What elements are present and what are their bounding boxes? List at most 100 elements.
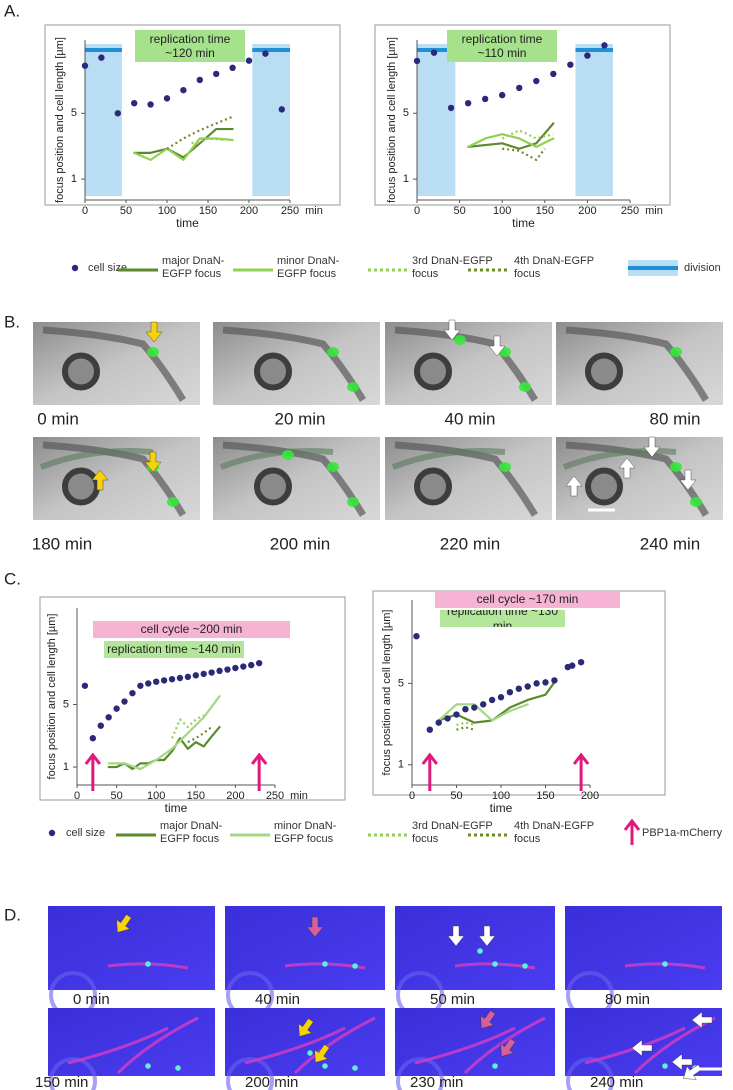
annotation-box: replication time ~120 min xyxy=(135,30,245,62)
x-axis-label: time xyxy=(512,216,535,230)
legend-swatch xyxy=(71,264,79,272)
fluorescent-focus xyxy=(477,948,483,954)
legend-label: 4th DnaN-EGFP focus xyxy=(514,820,594,845)
pointer-arrow-shape xyxy=(145,321,163,343)
x-tick-label: 250 xyxy=(621,205,639,217)
pointer-arrow-shape xyxy=(671,1053,693,1071)
focus-line xyxy=(437,681,556,724)
cell-size-dot xyxy=(113,705,120,712)
legend-label-box: minor DnaN-EGFP focus xyxy=(274,820,337,845)
legend-label-box: major DnaN-EGFP focus xyxy=(162,255,224,280)
micrograph-cell xyxy=(67,1016,199,1075)
pointer-arrow xyxy=(478,925,496,947)
micrograph-cell xyxy=(391,448,506,470)
cell-size-dot xyxy=(413,57,421,65)
pointer-arrow xyxy=(144,451,162,473)
micrograph xyxy=(48,1008,215,1076)
cell-size-dot xyxy=(98,54,105,61)
fluorescent-focus xyxy=(352,1065,358,1071)
x-tick-label: 100 xyxy=(147,790,165,802)
cell-size-dot xyxy=(255,659,263,667)
x-tick-label: 150 xyxy=(187,790,205,802)
annotation: cell cycle ~200 min xyxy=(93,621,290,638)
cell-size-dot xyxy=(524,683,531,690)
fluorescent-focus xyxy=(522,963,528,969)
pointer-arrow xyxy=(314,1044,330,1063)
micrograph-cell xyxy=(244,1016,376,1075)
x-tick-label: 50 xyxy=(450,790,462,802)
y-tick-label: 1 xyxy=(63,761,69,773)
cell-size-dot xyxy=(168,675,176,683)
legend-label-box: 4th DnaN-EGFP focus xyxy=(514,255,594,280)
x-tick-label: 250 xyxy=(281,205,299,217)
legend-label: PBP1a-mCherry xyxy=(642,826,723,839)
micrograph-bead xyxy=(254,352,292,391)
pointer-arrow-shape xyxy=(144,451,162,473)
y-tick-label: 1 xyxy=(71,173,77,185)
micrograph-cell xyxy=(222,326,366,402)
legend-swatch xyxy=(48,829,56,837)
y-tick-label: 1 xyxy=(403,173,409,185)
cell-size-dot xyxy=(160,677,168,684)
fluorescent-focus xyxy=(352,963,358,969)
x-tick-label: 200 xyxy=(226,790,244,802)
pbp1a-arrow xyxy=(84,752,102,791)
legend-label: minor DnaN-EGFP focus xyxy=(274,820,337,845)
fluorescent-focus xyxy=(147,347,159,357)
cell-size-dot xyxy=(176,674,184,682)
pointer-arrow xyxy=(488,335,506,357)
legend-label: cell size xyxy=(66,826,106,839)
x-tick-label: 150 xyxy=(536,205,554,217)
y-tick-label: 5 xyxy=(63,698,69,710)
micrograph-cell xyxy=(562,448,677,470)
fluorescent-focus xyxy=(175,1065,181,1071)
annotation-box: cell cycle ~200 min xyxy=(93,621,290,638)
pointer-arrow-shape xyxy=(443,319,461,341)
cell-size-dot xyxy=(180,86,187,94)
cell-size-dot xyxy=(89,735,97,742)
micrograph xyxy=(225,1008,385,1076)
frame-time: 20 min xyxy=(274,409,325,428)
cell-size-dot xyxy=(551,677,558,684)
cell-size-dot xyxy=(105,714,112,721)
x-tick-label: 0 xyxy=(409,790,415,802)
fluorescent-focus xyxy=(347,382,359,392)
cell-size-dot xyxy=(97,722,104,729)
cell-size-dot xyxy=(131,99,138,107)
pointer-arrow-shape xyxy=(488,335,506,357)
frame-time: 240 min xyxy=(590,1074,643,1090)
pointer-arrow xyxy=(306,916,324,938)
cell-size-dot xyxy=(444,715,451,722)
pointer-arrow-shape xyxy=(306,916,324,938)
frame-time: 40 min xyxy=(255,991,300,1008)
frame-time: 180 min xyxy=(32,534,92,553)
x-axis-label: time xyxy=(490,801,513,815)
frame-time: 0 min xyxy=(37,409,79,428)
pointer-arrow xyxy=(116,914,132,933)
micrograph-cell xyxy=(42,441,186,517)
pointer-arrow-shape xyxy=(314,1044,330,1063)
legend-label-box: cell size xyxy=(88,261,128,274)
pointer-arrow xyxy=(91,469,109,491)
pointer-arrow xyxy=(679,469,697,491)
cell-size-dot xyxy=(584,52,591,59)
pointer-arrow xyxy=(565,475,583,497)
frame-time: 200 min xyxy=(270,534,330,553)
micrograph-bead xyxy=(226,1057,274,1090)
micrograph-bead xyxy=(585,467,623,506)
pointer-arrow xyxy=(683,1064,702,1080)
x-tick-label: 200 xyxy=(581,790,599,802)
pointer-arrow xyxy=(443,319,461,341)
pointer-arrow xyxy=(480,1010,496,1029)
micrograph-cell xyxy=(565,441,709,517)
legend-label: cell size xyxy=(88,261,128,274)
micrograph xyxy=(48,906,215,990)
x-tick-label: 50 xyxy=(120,205,132,217)
cell-size-dot xyxy=(81,62,89,69)
cell-size-dot xyxy=(447,104,455,112)
x-tick-label: 100 xyxy=(492,790,510,802)
pointer-arrow xyxy=(447,925,465,947)
legend-label: minor DnaN-EGFP focus xyxy=(277,255,340,280)
x-unit: min xyxy=(290,790,308,802)
cell-size-dot xyxy=(240,663,247,670)
